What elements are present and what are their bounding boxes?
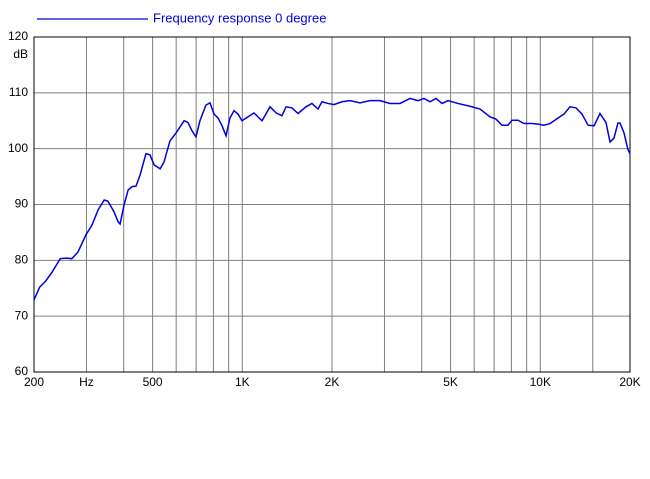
x-tick-label: 10K xyxy=(530,375,551,389)
x-tick-label: 20K xyxy=(619,375,640,389)
x-tick-label: Hz xyxy=(79,375,94,389)
x-tick-label: 1K xyxy=(235,375,250,389)
y-axis-label: dB xyxy=(13,47,28,61)
series-line xyxy=(33,97,631,301)
y-tick-label: 120 xyxy=(8,29,28,43)
y-tick-label: 100 xyxy=(8,141,28,155)
y-tick-label: 90 xyxy=(15,197,29,211)
x-tick-label: 5K xyxy=(443,375,458,389)
y-tick-label: 70 xyxy=(15,308,29,322)
y-tick-label: 60 xyxy=(15,364,29,378)
x-tick-label: 200 xyxy=(24,375,44,389)
x-tick-label: 500 xyxy=(143,375,163,389)
legend-label: Frequency response 0 degree xyxy=(153,10,326,25)
x-tick-label: 2K xyxy=(325,375,340,389)
y-tick-label: 80 xyxy=(15,253,29,267)
y-tick-label: 110 xyxy=(9,85,28,99)
plot-frame xyxy=(33,36,631,373)
